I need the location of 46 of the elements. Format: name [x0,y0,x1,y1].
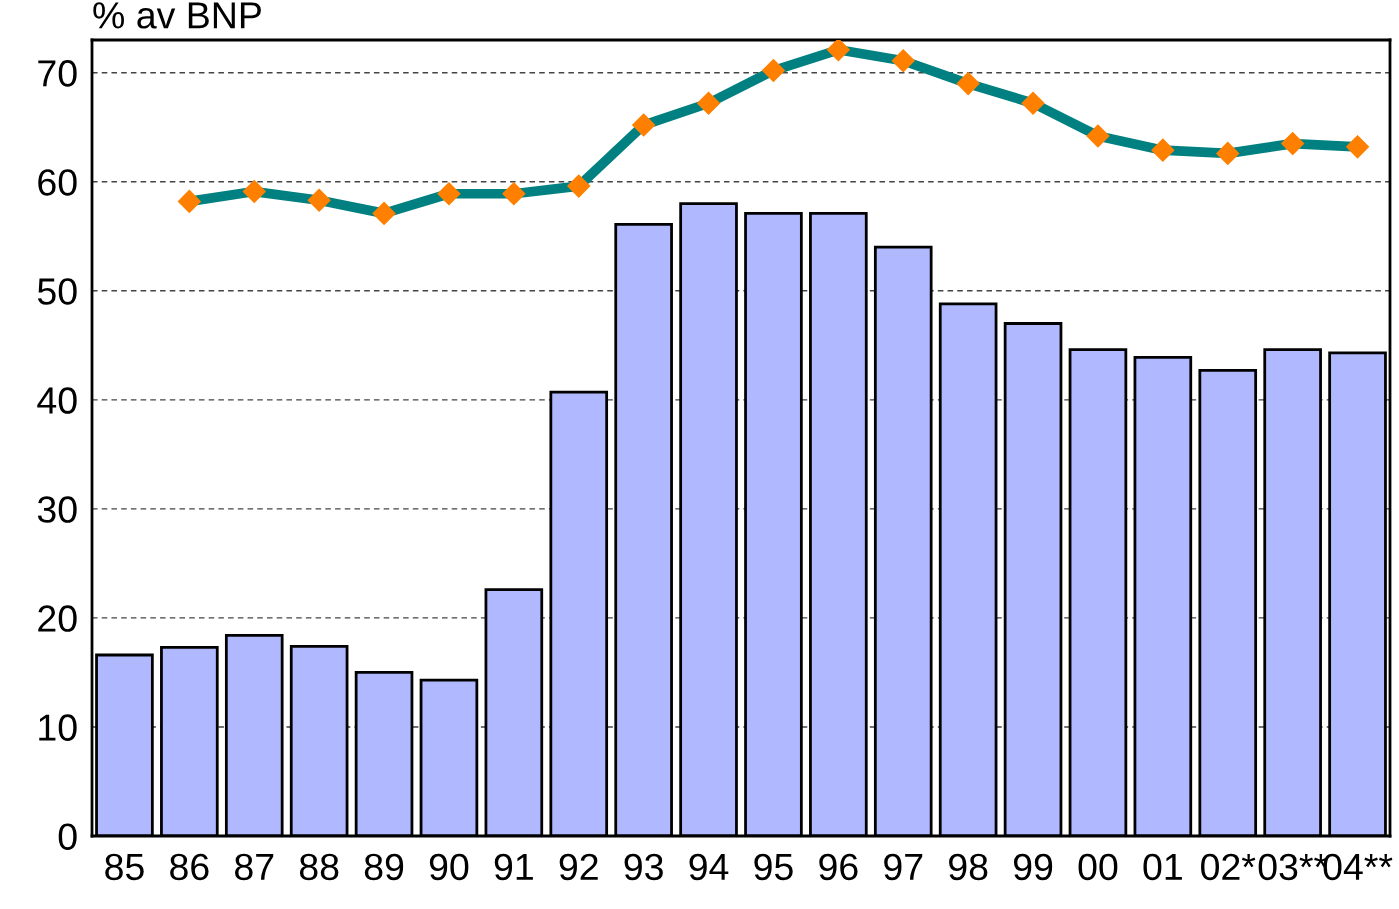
y-tick-label: 70 [38,60,77,87]
y-tick-label: 60 [38,169,77,196]
point [1021,91,1045,115]
point [372,201,396,225]
point [1216,141,1240,165]
point [1346,135,1370,159]
point [891,49,915,73]
point [761,59,785,83]
point [956,72,980,96]
x-tick-label: 85 [105,853,144,881]
point [697,91,721,115]
point [826,40,850,62]
x-tick-label: 01 [1143,853,1182,881]
point [242,180,266,204]
point [567,174,591,198]
x-tick-label: 00 [1078,853,1118,881]
x-tick-label: 96 [819,853,858,881]
point [632,113,656,137]
y-tick-label: 10 [39,714,77,741]
x-tick-label: 92 [559,853,598,881]
x-tick-label: 87 [235,853,274,881]
x-tick-label: 88 [299,853,339,881]
point [177,189,201,213]
y-tick-label: 30 [37,496,77,523]
x-tick-label: 94 [689,853,729,881]
y-axis-title: % av BNP [93,2,261,29]
x-tick-label: 99 [1013,853,1053,881]
x-tick-label: 89 [364,853,404,881]
y-tick-label: 50 [37,278,77,305]
y-tick-label: 0 [58,823,77,850]
point [1086,124,1110,148]
point [307,188,331,212]
x-tick-label: 86 [170,853,209,881]
x-tick-label: 93 [624,853,663,881]
x-tick-label: 95 [754,853,793,881]
point [502,182,526,206]
x-tick-label: 98 [949,853,988,881]
point [1281,132,1305,156]
y-tick-label: 20 [38,605,77,632]
point [437,182,461,206]
x-tick-label: 90 [429,853,469,881]
x-tick-label: 97 [884,853,923,881]
x-tick-label: 91 [494,853,533,881]
y-tick-label: 40 [37,387,77,414]
point [1151,138,1175,162]
x-tick-label: 02* [1201,853,1256,881]
